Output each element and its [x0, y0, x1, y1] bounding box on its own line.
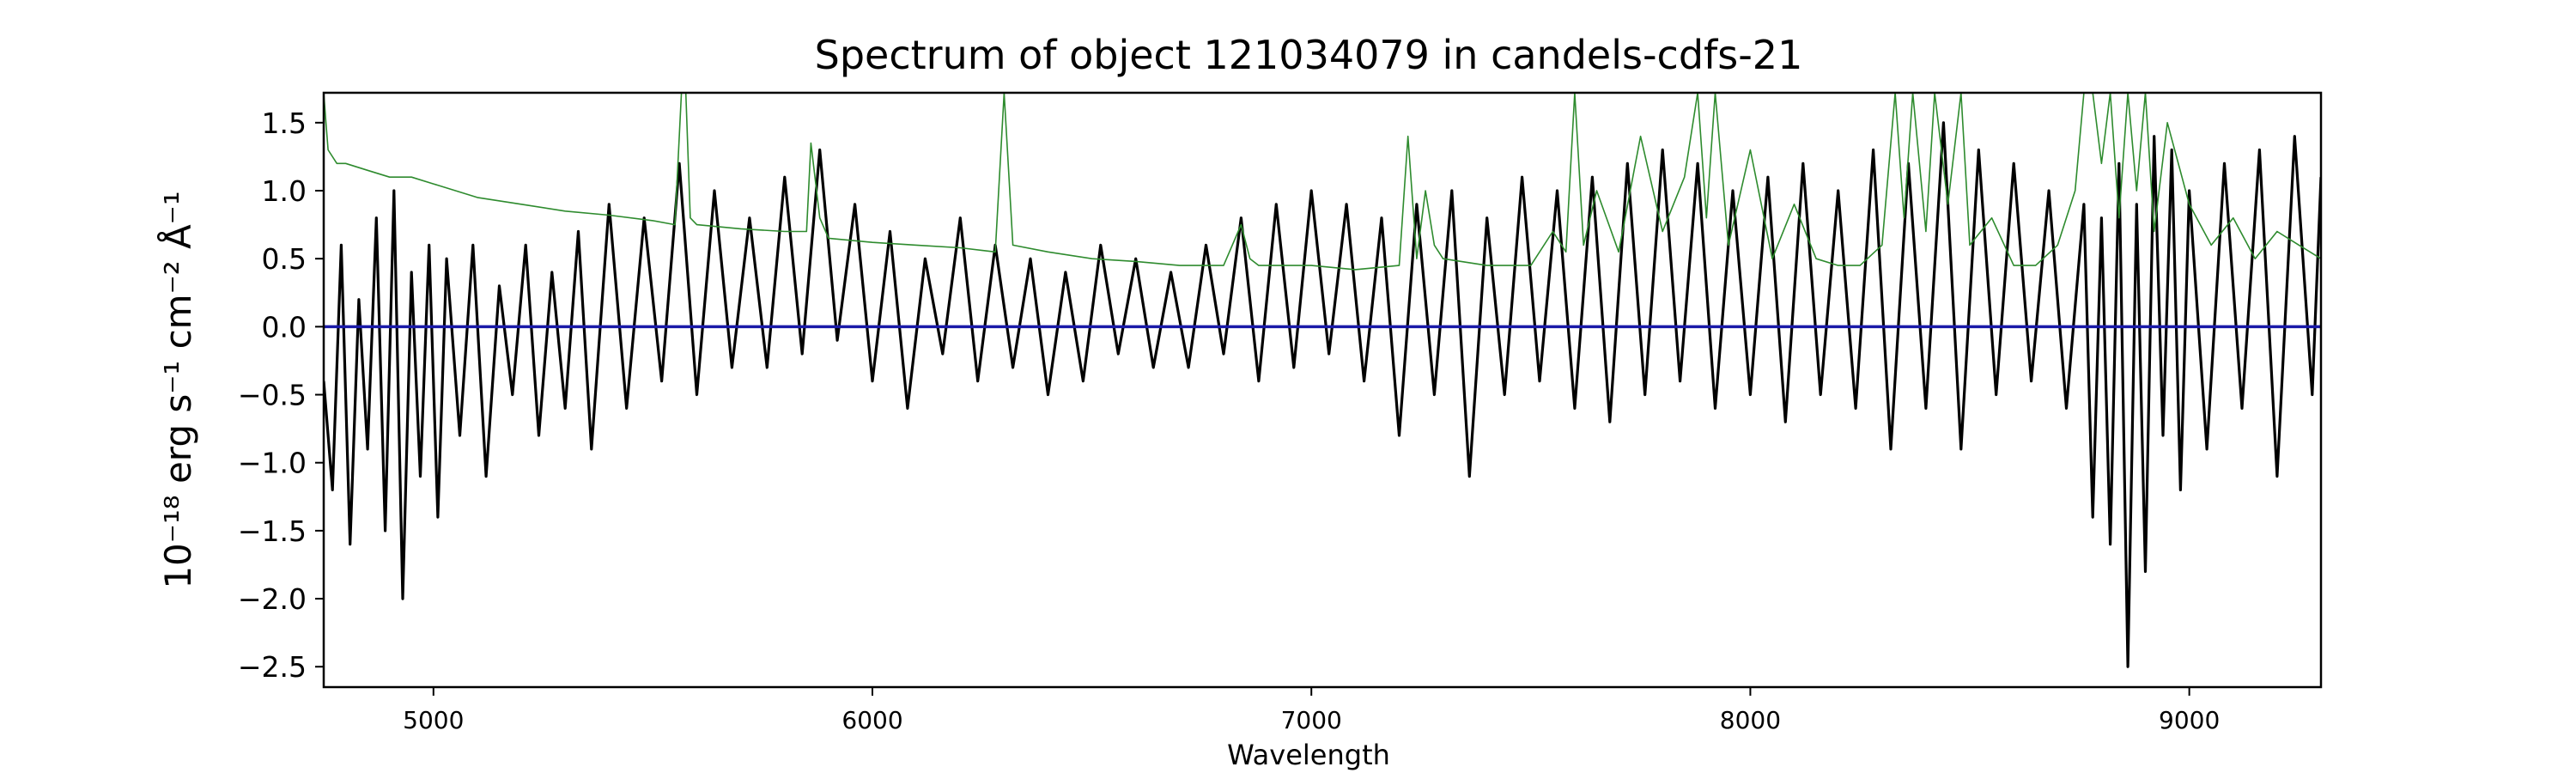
x-ticks: 5000 6000 7000 8000 9000 — [403, 687, 2220, 734]
x-axis-label: Wavelength — [1227, 739, 1390, 771]
x-tick-label: 8000 — [1720, 706, 1781, 734]
chart-title: Spectrum of object 121034079 in candels-… — [815, 32, 1803, 78]
series-layer — [324, 93, 2321, 668]
y-tick-label: −1.0 — [238, 447, 307, 480]
y-axis-label: 10⁻¹⁸ erg s⁻¹ cm⁻² Å⁻¹ — [156, 191, 199, 588]
plot-frame — [322, 91, 2323, 689]
y-tick-label: 1.0 — [262, 174, 307, 208]
y-tick-label: 0.0 — [262, 310, 307, 344]
series-line-noise — [324, 93, 2321, 271]
y-tick-label: 0.5 — [262, 242, 307, 276]
x-tick-label: 5000 — [403, 706, 464, 734]
y-tick-label: −1.5 — [238, 514, 307, 548]
y-tick-label: −0.5 — [238, 379, 307, 412]
x-tick-label: 7000 — [1281, 706, 1342, 734]
y-ticks: −2.5 −2.0 −1.5 −1.0 −0.5 0.0 0.5 1.0 1.5 — [238, 107, 324, 684]
x-tick-label: 9000 — [2159, 706, 2220, 734]
x-tick-label: 6000 — [841, 706, 902, 734]
y-tick-label: −2.5 — [238, 650, 307, 684]
y-tick-label: −2.0 — [238, 582, 307, 616]
series-line-flux — [324, 121, 2321, 668]
y-tick-label: 1.5 — [262, 107, 307, 140]
